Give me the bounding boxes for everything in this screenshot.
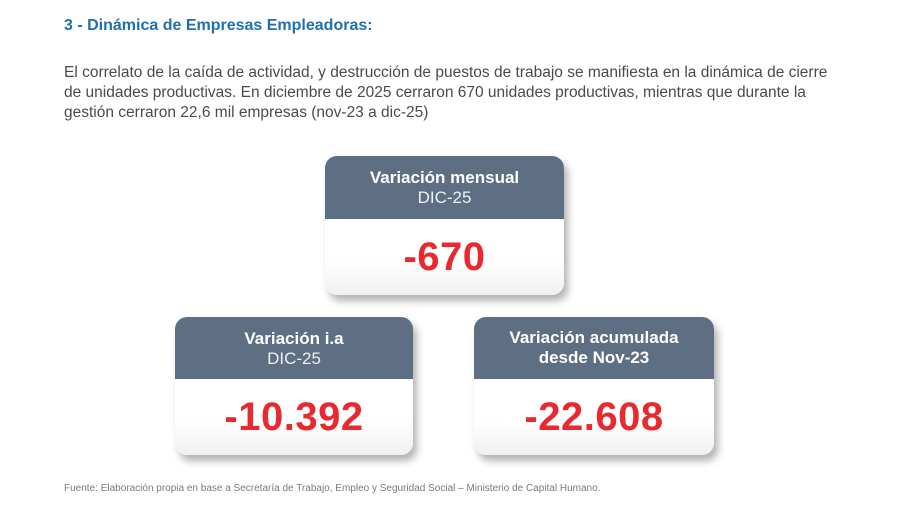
source-note: Fuente: Elaboración propia en base a Sec…	[64, 483, 601, 494]
card-title: Variación i.a	[244, 328, 344, 348]
monthly-variation-card: Variación mensual DIC-25 -670	[325, 156, 564, 295]
card-body: -10.392	[175, 379, 413, 455]
card-header: Variación acumulada desde Nov-23	[474, 317, 714, 379]
card-header: Variación i.a DIC-25	[175, 317, 413, 379]
card-value: -670	[403, 234, 486, 279]
card-title-line-1: Variación acumulada	[509, 328, 679, 347]
card-header: Variación mensual DIC-25	[325, 156, 564, 219]
intro-paragraph: El correlato de la caída de actividad, y…	[64, 64, 828, 121]
cumulative-variation-card: Variación acumulada desde Nov-23 -22.608	[474, 317, 714, 455]
section-title: 3 - Dinámica de Empresas Empleadoras:	[64, 17, 373, 34]
card-title-line-2: desde Nov-23	[538, 348, 650, 367]
card-body: -670	[325, 219, 564, 295]
card-subtitle: DIC-25	[417, 188, 472, 207]
yoy-variation-card: Variación i.a DIC-25 -10.392	[175, 317, 413, 455]
card-title: Variación mensual	[369, 168, 520, 187]
card-body: -22.608	[474, 379, 714, 455]
card-value: -10.392	[224, 394, 364, 439]
card-subtitle: DIC-25	[267, 348, 321, 368]
card-value: -22.608	[524, 394, 664, 439]
